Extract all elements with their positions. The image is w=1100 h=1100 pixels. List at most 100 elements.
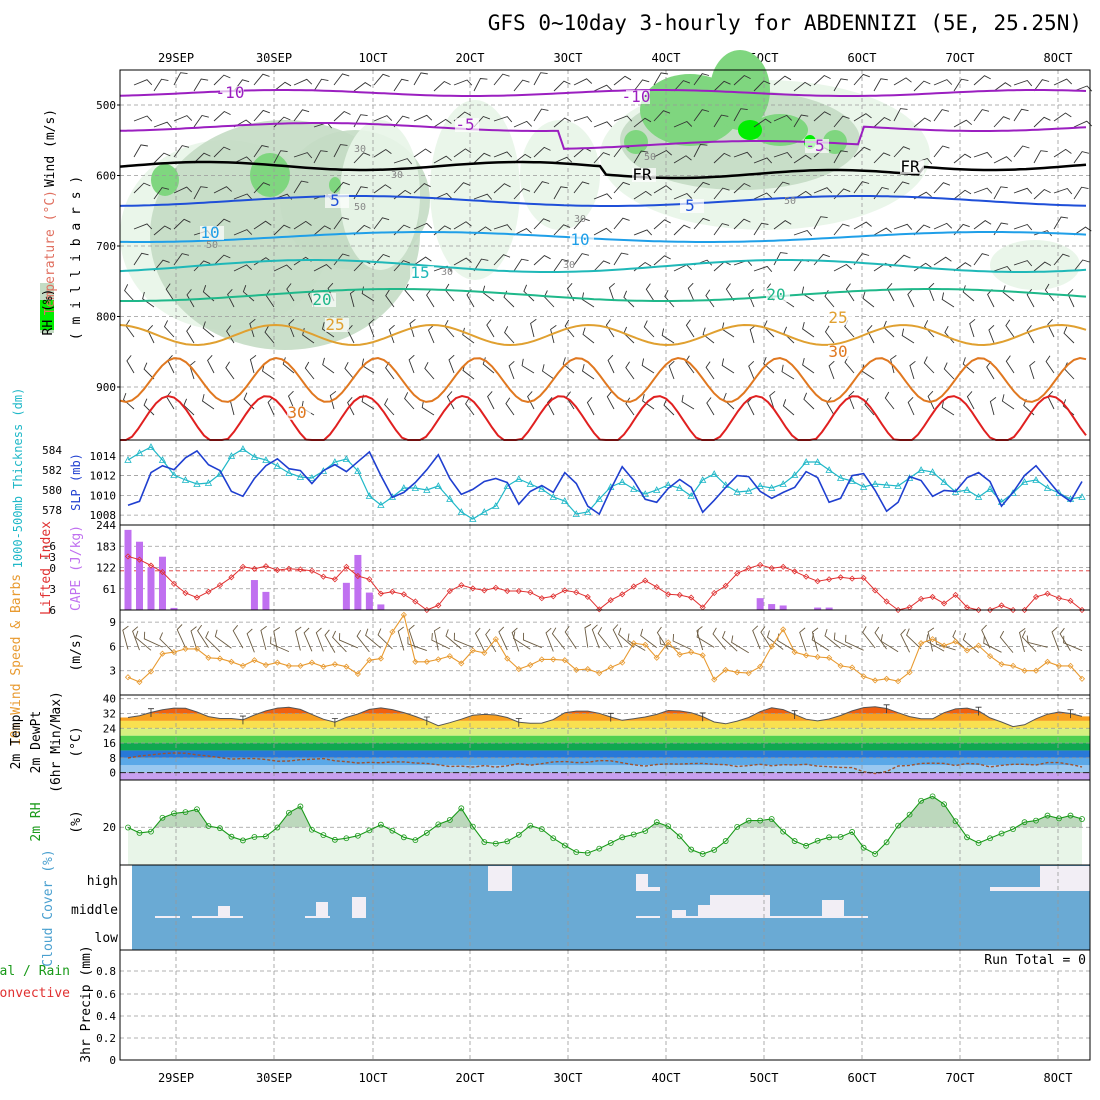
contour-label-bg xyxy=(312,293,336,307)
wind-barb xyxy=(293,109,310,122)
wind-barb xyxy=(693,73,710,86)
rh2m-marker xyxy=(228,833,235,840)
lifted-index-marker xyxy=(343,563,350,570)
cloud-line xyxy=(305,916,330,918)
cape-bar xyxy=(814,607,822,610)
wind-barb xyxy=(409,318,416,338)
rh2m-marker xyxy=(630,831,637,838)
temp-band xyxy=(120,713,1090,721)
wind-barb xyxy=(1026,289,1035,308)
rh2m-marker xyxy=(377,821,384,828)
wind10-marker xyxy=(963,647,971,654)
wind-barb xyxy=(873,116,891,128)
thickness-tick: 582 xyxy=(42,464,62,477)
wind10-marker xyxy=(929,636,936,643)
wind-barb xyxy=(803,392,815,410)
rh2m-unit: (%) xyxy=(69,810,84,833)
wind-barb xyxy=(153,225,172,236)
wind-barb xyxy=(213,186,233,194)
wind-barb-10m xyxy=(1063,635,1083,652)
wind-barb xyxy=(893,108,908,122)
wind-barb xyxy=(993,265,1013,273)
wind-barb-10m xyxy=(332,630,347,653)
cape-bar xyxy=(147,567,155,610)
contour-label-bg xyxy=(410,266,434,280)
wind-barb xyxy=(643,320,655,338)
wind10-marker xyxy=(849,664,856,671)
precip-tick: 0.6 xyxy=(96,988,116,1001)
contour-label: 5 xyxy=(330,191,340,210)
temp-band xyxy=(120,757,1090,766)
rh2m-marker xyxy=(136,829,143,836)
wind-barb xyxy=(993,186,1008,200)
wind-barb xyxy=(753,80,771,92)
wind-barb-10m xyxy=(833,632,853,650)
slp-tick: 1014 xyxy=(90,450,117,463)
rh2m-marker xyxy=(504,838,511,845)
rh2m-marker xyxy=(251,834,258,840)
wind-barb xyxy=(273,81,292,92)
wind-barb xyxy=(1073,259,1090,272)
wind-barb xyxy=(941,400,955,416)
wind-barb-10m xyxy=(760,626,773,650)
thickness-marker xyxy=(1078,493,1086,500)
contour-label-bg xyxy=(805,139,829,153)
wind-barb xyxy=(813,187,833,194)
lifted-index-marker xyxy=(515,587,522,595)
precip-conv-label: Convective xyxy=(0,986,70,1001)
wind-barb xyxy=(962,357,975,374)
wind-barb xyxy=(1053,253,1070,266)
wind-barb xyxy=(1073,151,1090,164)
thickness-marker xyxy=(308,474,316,481)
thickness-marker xyxy=(561,497,569,504)
wind-barb xyxy=(693,217,710,230)
wind-barb xyxy=(833,115,850,128)
wind-barb xyxy=(273,264,293,272)
wind-barb-10m xyxy=(935,637,956,651)
wind-barb xyxy=(253,144,269,158)
rh2m-marker xyxy=(1067,812,1074,819)
wind-barb-10m xyxy=(811,627,819,652)
wind-barb xyxy=(1013,260,1033,267)
lifted-index-marker xyxy=(837,574,844,581)
wind-barb xyxy=(321,322,335,338)
wind-barb xyxy=(201,394,215,410)
lifted-index-marker xyxy=(711,589,718,597)
wind-barb xyxy=(853,113,872,122)
wind10-marker xyxy=(343,663,350,670)
wind-barb xyxy=(413,183,431,194)
wind-barb xyxy=(333,110,351,122)
thickness-marker xyxy=(940,478,948,485)
wind10-unit: (m/s) xyxy=(69,632,84,671)
wind-barb xyxy=(953,78,969,92)
wind10-marker xyxy=(584,666,591,673)
wind-barb-10m xyxy=(339,633,359,649)
rh2m-marker xyxy=(343,835,350,842)
wind-barb xyxy=(962,285,975,302)
rh2m-marker xyxy=(941,801,947,808)
wind-barb xyxy=(329,390,337,410)
wind-barb xyxy=(581,364,595,380)
thickness-marker xyxy=(676,484,684,491)
rh-shading xyxy=(990,240,1080,290)
wind-barb xyxy=(513,188,531,200)
thickness-marker xyxy=(894,482,902,489)
wind-barb xyxy=(193,152,211,164)
wind-barb xyxy=(685,355,695,374)
wind-barb xyxy=(193,260,211,272)
li-tick: 3 xyxy=(49,583,56,596)
wind10-marker xyxy=(538,656,545,663)
precip-total-label: Total / Rain xyxy=(0,964,70,979)
wind-barb xyxy=(685,319,695,338)
lifted-index-marker xyxy=(676,591,683,599)
wind10-marker xyxy=(239,662,247,669)
contour-label: 25 xyxy=(325,315,344,334)
wind-barb xyxy=(453,79,473,86)
wind-barb xyxy=(866,325,875,344)
rh2m-marker xyxy=(389,827,396,834)
wind10-marker xyxy=(561,657,568,664)
wind-barb xyxy=(533,72,548,86)
wind-barb xyxy=(493,73,510,86)
wind-barb-10m xyxy=(752,625,761,650)
wind-barb xyxy=(193,186,208,200)
